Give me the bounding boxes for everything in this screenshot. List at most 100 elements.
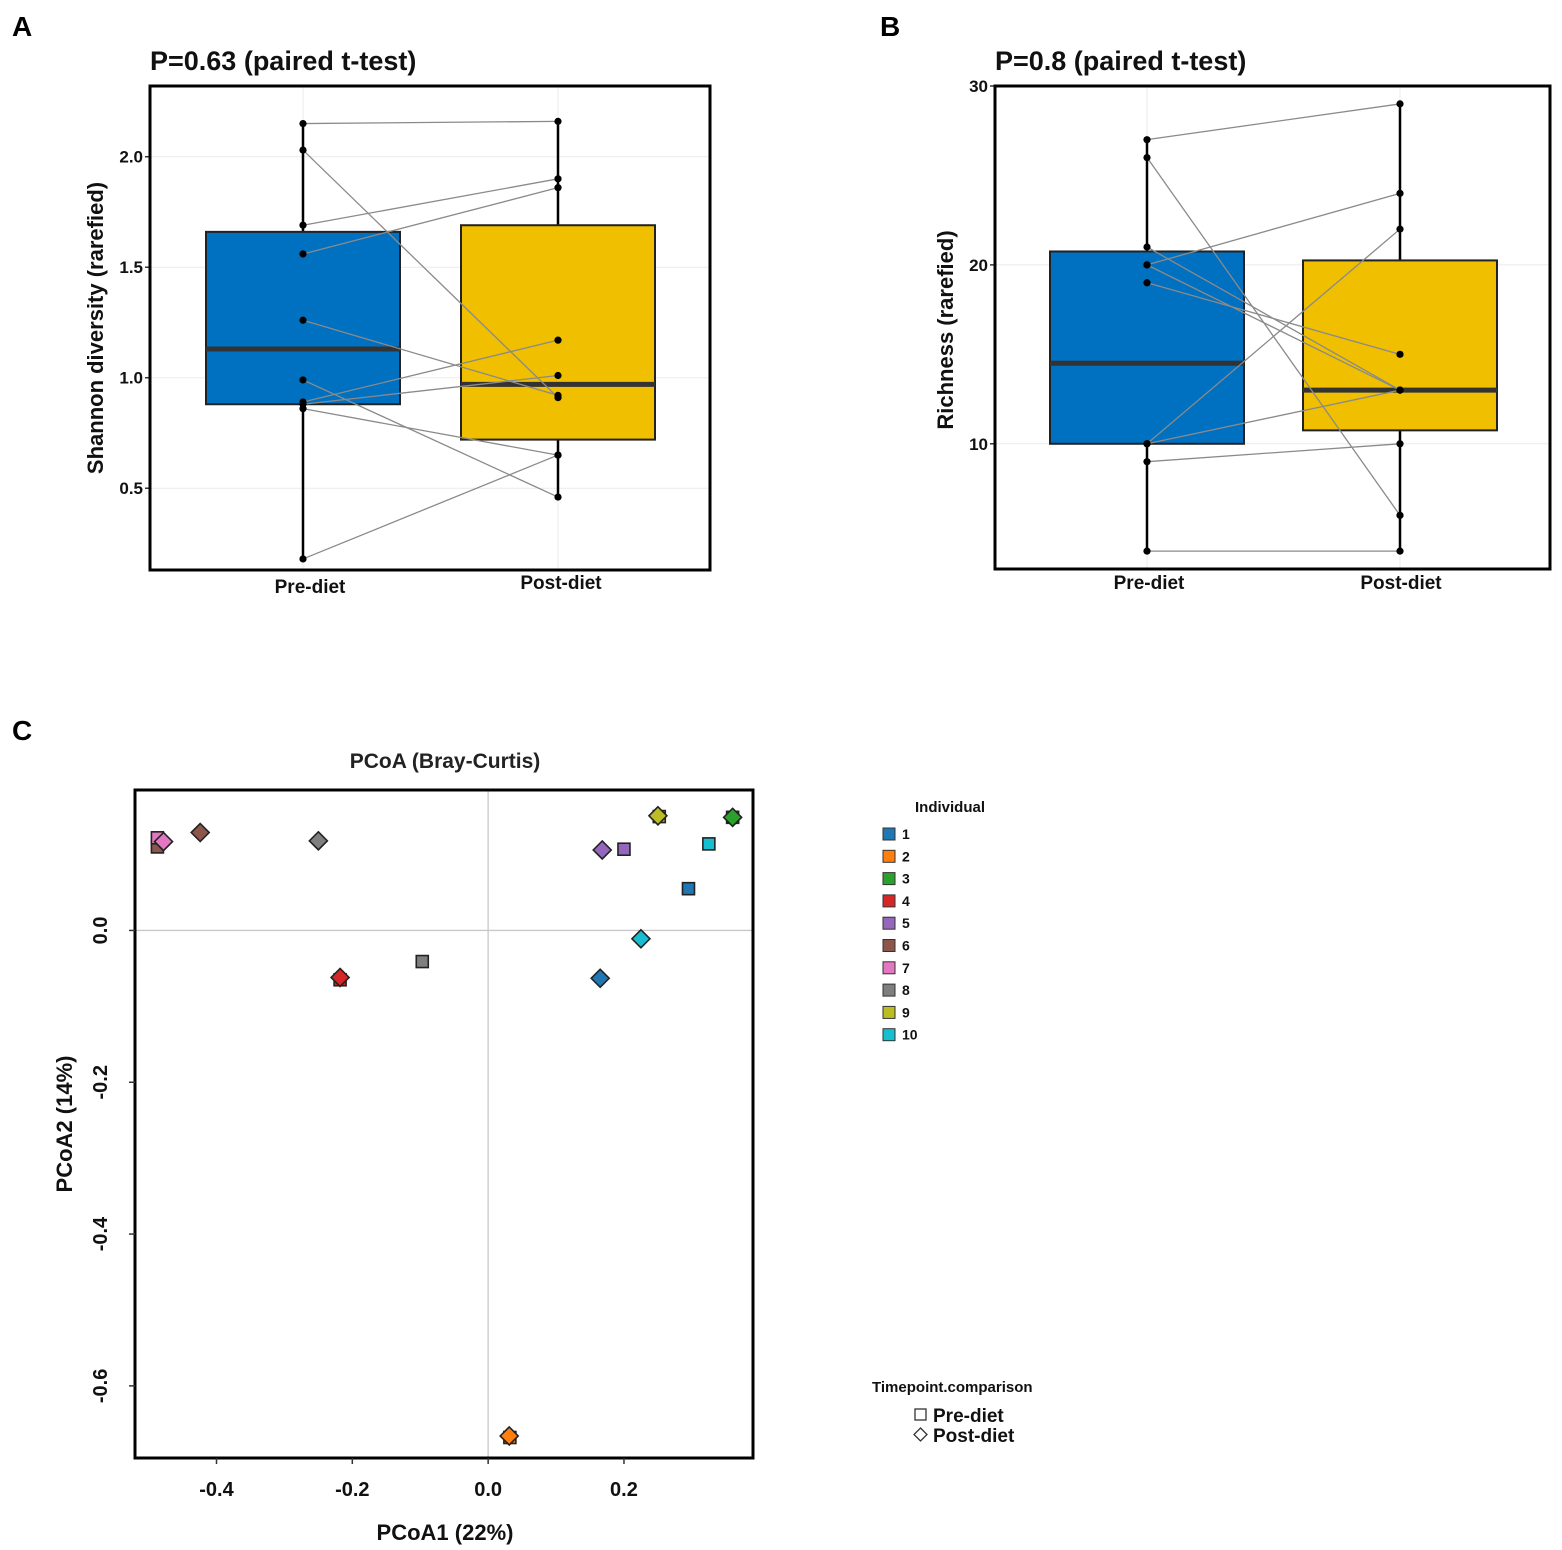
panel-b-title: P=0.8 (paired t-test) (995, 46, 1246, 76)
paired-line (302, 408, 559, 456)
legend-timepoint-title: Timepoint.comparison (872, 1379, 1033, 1396)
panel-c-x-ticks: -0.4 -0.2 0.0 0.2 (199, 1458, 638, 1501)
data-point-pre (299, 316, 307, 324)
legend-swatch (882, 849, 896, 863)
panel-a-y-axis-label: Shannon diversity (rarefied) (83, 182, 108, 474)
paired-line (302, 187, 559, 255)
panel-c-pcoa: PCoA (Bray-Curtis) -0.4 -0.2 0.0 0.2 -0.6-0… (52, 750, 1033, 1545)
paired-line (1146, 443, 1401, 463)
legend-swatch (882, 894, 896, 908)
panel-b-boxplot: P=0.8 (paired t-test) Richness (rarefied… (933, 46, 1552, 594)
data-point-pre (1143, 547, 1151, 555)
legend-swatch (882, 939, 896, 952)
panel-b-points (1143, 100, 1404, 555)
paired-line (302, 178, 559, 226)
panel-a-category-pre-diet: Pre-diet (275, 577, 346, 598)
y-tick-label: -0.4 (90, 1216, 112, 1251)
data-point-post (1396, 100, 1404, 108)
panel-c-y-axis-label: PCoA2 (14%) (52, 1056, 77, 1193)
data-point-pre (1143, 279, 1151, 287)
paired-line (302, 319, 559, 397)
data-point-pre (1143, 153, 1151, 162)
legend-individual-label: 10 (902, 1027, 918, 1043)
panel-c-x-axis-label: PCoA1 (22%) (377, 1520, 514, 1545)
legend-individual-label: 3 (902, 871, 910, 887)
y-tick-label: 1.0 (119, 369, 143, 388)
paired-line (302, 149, 559, 399)
legend-swatch (882, 983, 896, 997)
x-tick-label: 0.0 (474, 1479, 502, 1501)
data-point-pre (299, 119, 307, 128)
panel-a-boxplot: P=0.63 (paired t-test) Shannon diversity… (83, 46, 712, 598)
point-individual-10-pre (702, 837, 716, 851)
data-point-pre (299, 376, 307, 384)
panel-b-category-pre-diet: Pre-diet (1114, 573, 1185, 594)
panel-c-gridlines (135, 790, 753, 1458)
legend-timepoint-pre-diet: Pre-diet (914, 1406, 1004, 1427)
point-individual-2-post (499, 1425, 520, 1447)
panel-label-c: C (12, 715, 32, 746)
paired-line (302, 374, 559, 405)
data-point-pre (299, 221, 307, 229)
y-tick-label: -0.2 (90, 1065, 112, 1099)
point-individual-8-pre (415, 954, 430, 969)
legend-individual-label: 4 (902, 893, 910, 909)
legend-individual-10: 10 (882, 1027, 918, 1043)
legend-swatch (882, 1028, 896, 1042)
box-post-diet (1302, 259, 1498, 432)
paired-line (1146, 192, 1401, 266)
legend-individual-1: 1 (882, 826, 910, 842)
point-individual-7-post (153, 831, 174, 852)
data-point-post (1396, 386, 1404, 394)
panel-label-b: B (880, 11, 900, 42)
legend-individual-title: Individual (915, 799, 985, 816)
legend-swatch (882, 872, 896, 886)
legend-individual-8: 8 (882, 982, 910, 998)
x-tick-label: -0.2 (335, 1479, 369, 1501)
point-individual-5-pre (617, 842, 631, 857)
panel-b-frame (993, 84, 1552, 571)
legend-individual-label: 7 (902, 960, 910, 976)
legend-individual-label: 6 (902, 938, 910, 954)
data-point-pre (1143, 243, 1151, 251)
panel-b-category-post-diet: Post-diet (1360, 573, 1442, 594)
point-individual-1-pre (681, 881, 696, 896)
y-tick-label: 2.0 (119, 148, 143, 167)
panel-a-points (299, 117, 562, 563)
legend-individual-5: 5 (882, 915, 910, 931)
panel-a-y-ticks: 0.5 1.0 1.5 2.0 (119, 148, 150, 498)
legend-individual-label: 2 (902, 848, 910, 864)
data-point-pre (299, 146, 307, 154)
x-tick-label: -0.4 (199, 1479, 234, 1501)
data-point-post (1396, 350, 1404, 358)
data-point-post (554, 451, 562, 459)
paired-line (1146, 103, 1401, 141)
legend-swatch (882, 1005, 896, 1019)
y-tick-label: 0.0 (90, 917, 112, 945)
y-tick-label: 1.5 (119, 258, 143, 277)
data-point-pre (1143, 261, 1151, 269)
data-point-post (554, 175, 562, 183)
data-point-pre (1143, 136, 1151, 144)
legend-individual-label: 1 (902, 826, 910, 842)
panel-b-y-ticks: 10 20 30 (969, 77, 995, 454)
legend-individual-9: 9 (882, 1004, 910, 1020)
y-tick-label: 20 (969, 256, 988, 275)
x-tick-label: 0.2 (610, 1479, 638, 1501)
panel-a-title: P=0.63 (paired t-test) (150, 46, 416, 76)
legend-individual: 1 2 3 4 5 6 7 8 9 10 (882, 826, 918, 1043)
legend-swatch (882, 961, 896, 975)
legend-individual-7: 7 (882, 960, 910, 976)
data-point-post (1396, 440, 1404, 448)
y-tick-label: 0.5 (119, 479, 143, 498)
panel-a-paired-lines (302, 120, 559, 560)
point-individual-6-post (190, 822, 211, 843)
data-point-post (554, 493, 562, 501)
panel-b-paired-lines (1146, 103, 1401, 552)
paired-line (1146, 282, 1401, 355)
legend-individual-6: 6 (882, 938, 910, 954)
data-point-post (1396, 547, 1404, 555)
data-point-post (554, 391, 562, 400)
data-point-post (554, 117, 562, 125)
